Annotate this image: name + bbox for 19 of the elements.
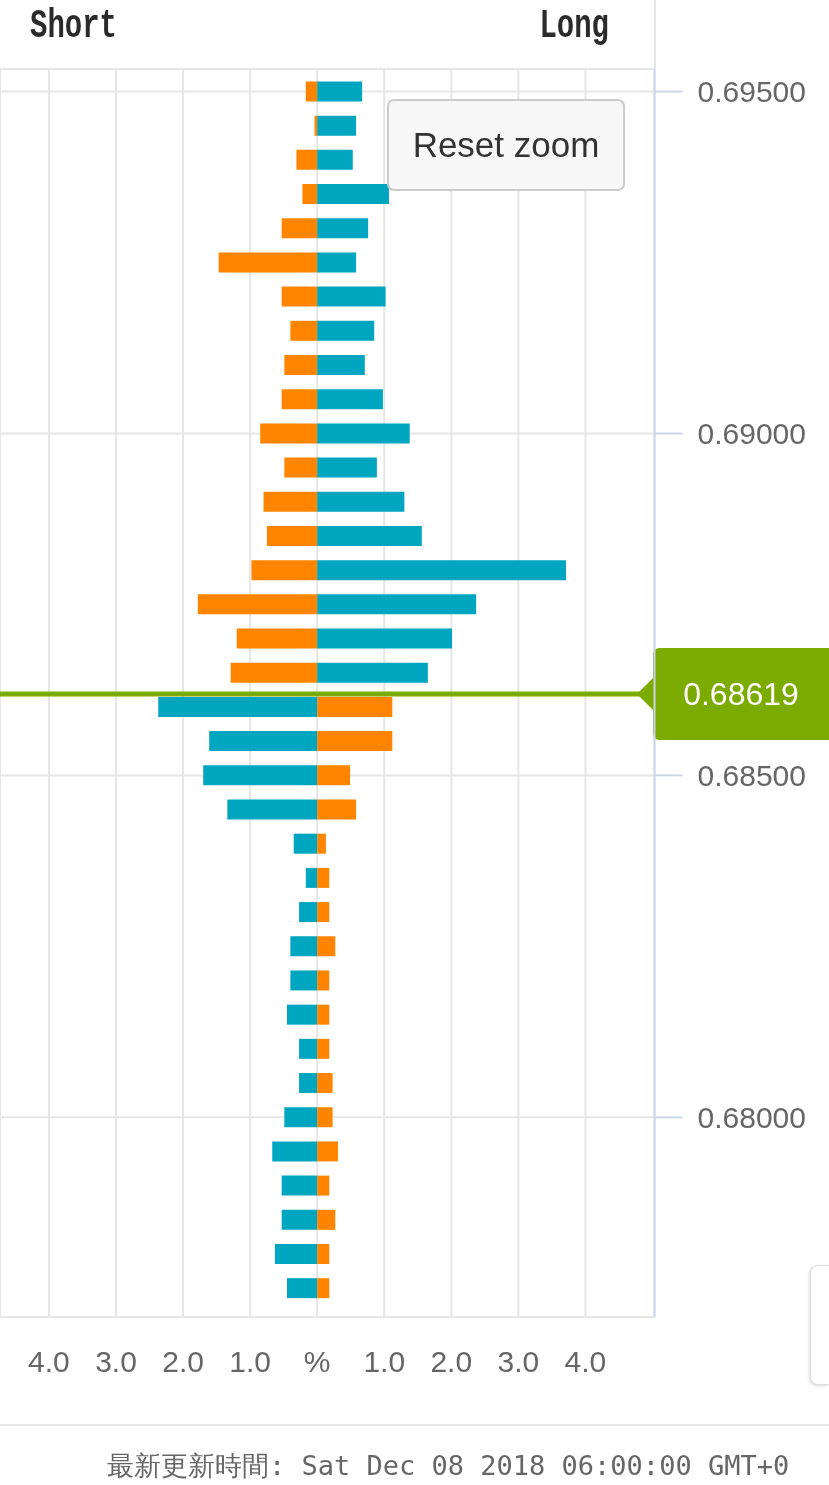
y-tick-label: 0.68000 (697, 1100, 806, 1134)
text: Long (539, 2, 609, 50)
x-tick-label: 4.0 (28, 1345, 70, 1379)
x-tick-label: 4.0 (564, 1345, 607, 1379)
y-tick-label: 0.69000 (697, 417, 806, 451)
x-tick-label: 2.0 (430, 1345, 473, 1379)
x-tick-label: 1.0 (229, 1345, 271, 1379)
ref-line-label: 0.68619 (683, 676, 799, 713)
x-tick-label: % (303, 1345, 331, 1379)
text: 最新更新時間: Sat Dec 08 2018 06:00:00 GMT+0 (107, 1449, 790, 1483)
x-tick-label: 3.0 (497, 1345, 540, 1379)
y-tick-label: 0.68500 (697, 759, 806, 793)
x-tick-label: 3.0 (95, 1345, 137, 1379)
x-tick-label: 1.0 (363, 1345, 406, 1379)
y-tick-label: 0.69500 (697, 75, 806, 109)
x-tick-label: 2.0 (162, 1345, 204, 1379)
button: Reset zoom (387, 99, 625, 191)
annotation: Reset zoom (412, 125, 600, 165)
text: Short (30, 2, 118, 50)
